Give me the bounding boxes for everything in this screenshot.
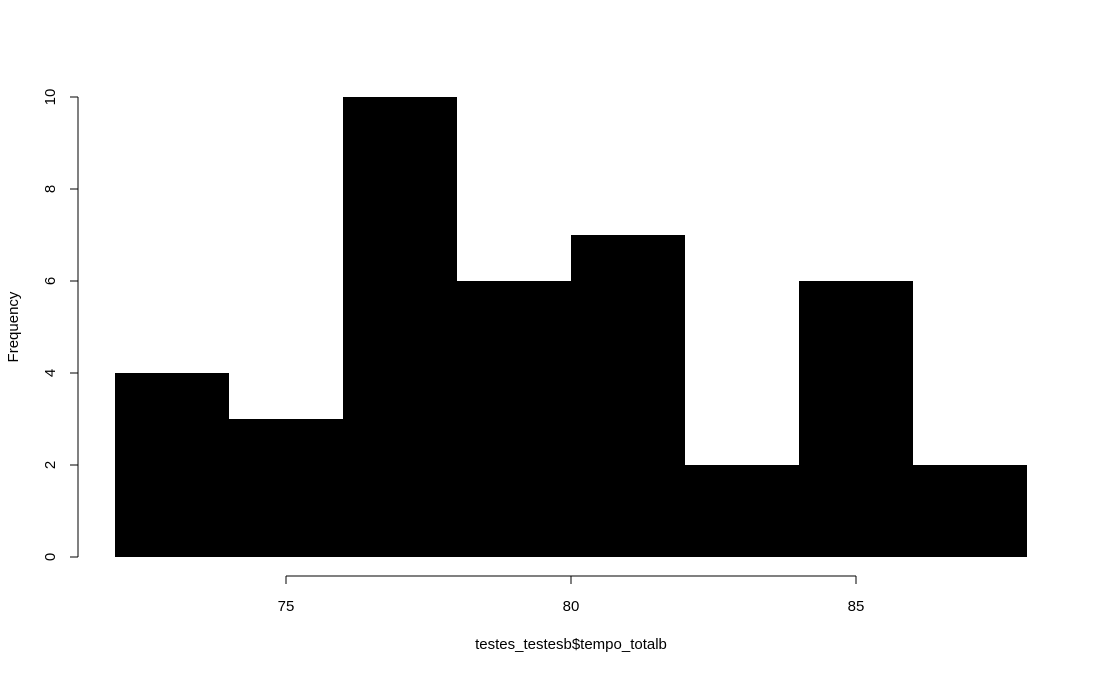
histogram-bar (229, 419, 343, 557)
x-tick-label: 85 (848, 598, 865, 615)
y-tick-label: 0 (42, 553, 59, 561)
y-tick-label: 6 (42, 277, 59, 285)
y-tick-label: 8 (42, 185, 59, 193)
y-tick-label: 10 (42, 89, 59, 106)
x-axis: 75 80 85 (278, 575, 865, 615)
histogram-bar (457, 281, 571, 557)
x-axis-title: testes_testesb$tempo_totalb (475, 636, 667, 653)
y-tick-label: 4 (42, 369, 59, 377)
y-axis: 0 2 4 6 8 10 (42, 89, 79, 561)
y-axis-title: Frequency (5, 291, 22, 362)
histogram-bar (343, 97, 457, 557)
x-tick-label: 80 (563, 598, 580, 615)
histogram-bar (571, 235, 685, 557)
x-tick-label: 75 (278, 598, 295, 615)
y-tick-label: 2 (42, 461, 59, 469)
histogram-bar (799, 281, 913, 557)
histogram-bar (685, 465, 799, 557)
histogram-bar (115, 373, 229, 557)
histogram-bars (115, 97, 1027, 557)
histogram-bar (913, 465, 1027, 557)
